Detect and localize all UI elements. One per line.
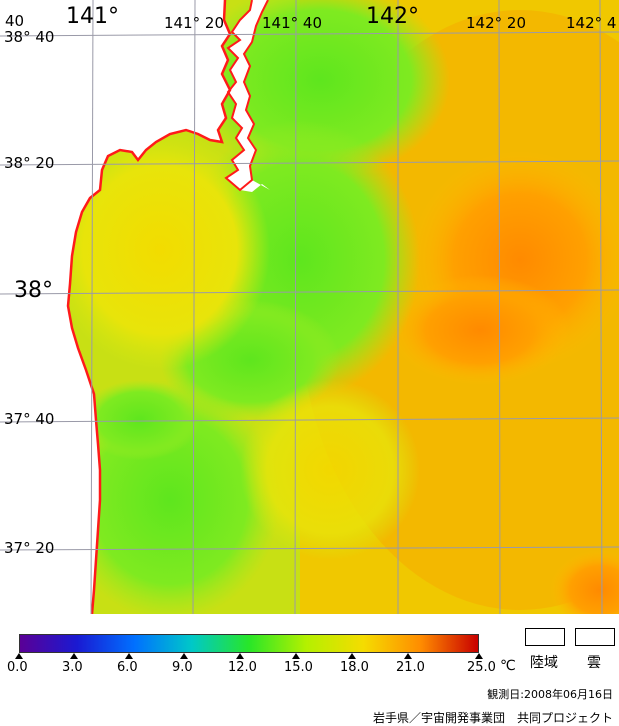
colorbar-tick-label: 0.0: [7, 660, 28, 675]
cool-south2: [80, 380, 200, 460]
lat-label-37-20: 37° 20: [4, 539, 55, 557]
colorbar-tick-mark: [475, 653, 483, 659]
colorbar-tick-label: 18.0: [340, 660, 369, 675]
colorbar-tick-mark: [348, 653, 356, 659]
lat-label-38-20: 38° 20: [4, 154, 55, 172]
lon-label-141-20: 141° 20: [164, 14, 224, 32]
colorbar-unit: ℃: [500, 658, 516, 674]
lat-label-37-40: 37° 40: [4, 410, 55, 428]
lon-label-142-20: 142° 20: [466, 14, 526, 32]
legend-cloud-swatch: [575, 628, 615, 646]
temperature-colorbar: [19, 634, 479, 653]
sst-map: 40 141° 141° 20 141° 40 142° 142° 20 142…: [0, 0, 619, 614]
colorbar-tick-label: 12.0: [228, 660, 257, 675]
colorbar-tick-label: 15.0: [284, 660, 313, 675]
legend-cloud-label: 雲: [587, 655, 601, 671]
colorbar-tick-mark: [236, 653, 244, 659]
sst-map-canvas: [0, 0, 619, 614]
lon-label-141: 141°: [66, 4, 119, 29]
colorbar-tick-label: 3.0: [62, 660, 83, 675]
coastline-peninsula: [224, 0, 269, 192]
colorbar-tick-mark: [180, 653, 188, 659]
colorbar-tick-label: 25.0: [467, 660, 496, 675]
lon-label-141-40: 141° 40: [262, 14, 322, 32]
lat-label-38: 38°: [14, 278, 53, 303]
colorbar-tick-mark: [70, 653, 78, 659]
lat-label-38-40: 38° 40: [4, 28, 55, 46]
colorbar-tick-label: 6.0: [117, 660, 138, 675]
mainland-land: [0, 0, 230, 614]
colorbar-tick-mark: [15, 653, 23, 659]
observation-date: 観測日:2008年06月16日: [487, 688, 613, 701]
graticule: [0, 0, 619, 614]
warm-core-center: [390, 275, 570, 385]
colorbar-tick-mark: [292, 653, 300, 659]
colorbar-tick-label: 21.0: [396, 660, 425, 675]
colorbar-tick-mark: [404, 653, 412, 659]
legend-land-label: 陸域: [530, 655, 558, 671]
lon-label-142: 142°: [366, 4, 419, 29]
colorbar-tick-mark: [125, 653, 133, 659]
bay-warm: [50, 130, 270, 370]
lon-label-142-40: 142° 4: [566, 14, 617, 32]
colorbar-tick-label: 9.0: [172, 660, 193, 675]
mid-warm: [240, 380, 420, 560]
legend-land-swatch: [525, 628, 565, 646]
corner-label: 40: [5, 12, 25, 30]
coastline-west: [66, 0, 232, 614]
credit-line: 岩手県／宇宙開発事業団 共同プロジェクト: [372, 711, 613, 725]
peninsula-land: [0, 0, 270, 192]
